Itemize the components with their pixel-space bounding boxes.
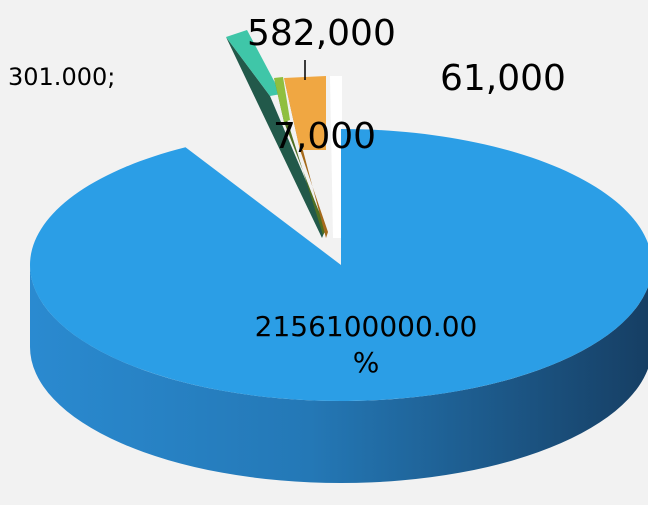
pie-slice-green-side [274, 78, 326, 235]
pie-slice-teal-side [226, 37, 326, 238]
pie-slice-teal [226, 30, 281, 96]
data-label-301000: 301.000; [8, 63, 115, 91]
pie-slice-main [30, 129, 648, 401]
data-label-main-percent: % [353, 346, 380, 379]
data-label-582000: 582,000 [247, 13, 396, 54]
data-label-7000: 7,000 [273, 116, 376, 157]
data-label-61000: 61,000 [440, 58, 566, 99]
pie-slice-green [274, 77, 290, 122]
pie-slice-orange [284, 76, 326, 150]
pie-slice-orange-side [284, 78, 328, 238]
pie-slice-white [330, 76, 342, 238]
pie-slice-main-side [30, 265, 648, 483]
data-label-main: 2156100000.00 [255, 310, 478, 343]
